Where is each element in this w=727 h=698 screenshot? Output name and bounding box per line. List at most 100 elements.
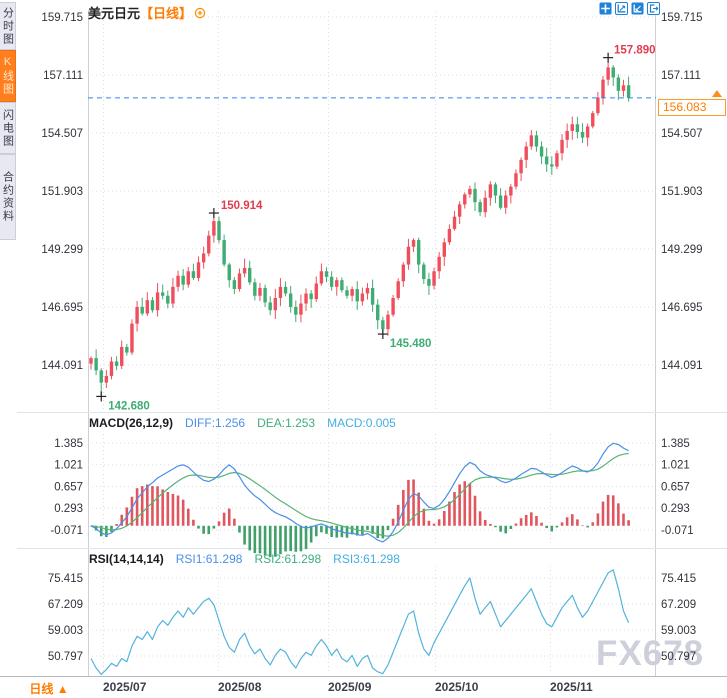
macd-hist-bar — [212, 525, 216, 529]
macd-hist-bar — [110, 525, 113, 532]
axis-label: 157.111 — [661, 70, 701, 82]
macd-hist-bar — [396, 504, 400, 526]
period-selector-button[interactable]: 日线 ▲ — [15, 680, 83, 697]
macd-hist-bar — [586, 525, 589, 528]
macd-hist-bar — [140, 486, 144, 526]
macd-hist-bar — [304, 525, 308, 550]
macd-hist-bar — [120, 514, 124, 526]
axis-label: 59.003 — [661, 625, 696, 637]
candle-body — [565, 130, 569, 140]
macd-hist-bar — [233, 518, 236, 526]
macd-hist-bar — [325, 525, 328, 534]
candle-body — [411, 240, 416, 247]
axis-label: 50.797 — [661, 651, 696, 663]
macd-hist-bar — [279, 525, 282, 555]
rsi2-value: RSI2:61.298 — [254, 552, 322, 566]
candle-body — [473, 188, 477, 203]
macd-hist-bar — [263, 525, 267, 556]
candle-body — [125, 346, 129, 353]
candle-body — [294, 306, 298, 315]
macd-hist-bar — [499, 525, 502, 532]
candle-body — [345, 290, 349, 296]
candle-body — [463, 194, 467, 205]
candle-body — [140, 306, 144, 314]
candle-body — [601, 79, 605, 98]
candle-body — [171, 286, 175, 304]
candle-body — [580, 132, 585, 138]
candle-body — [288, 293, 293, 307]
macd-hist-bar — [371, 525, 374, 534]
macd-hist-bar — [555, 525, 559, 528]
candle-body — [314, 283, 318, 300]
candle-body — [212, 221, 216, 236]
candle-body — [606, 67, 610, 80]
period-label: 日线 — [29, 682, 54, 696]
macd-hist-bar — [207, 525, 211, 535]
candle-body — [273, 297, 278, 311]
x-axis-label: 2025/11 — [550, 680, 593, 694]
candle-body — [109, 361, 114, 376]
candle-body — [560, 139, 564, 154]
rsi1-value: RSI1:61.298 — [175, 552, 243, 566]
axis-label: 159.715 — [41, 12, 83, 24]
candle-body — [130, 323, 134, 353]
zoom-out-icon[interactable] — [631, 2, 644, 15]
macd-hist-bar — [494, 525, 497, 528]
macd-hist-bar — [381, 525, 385, 539]
add-indicator-icon[interactable] — [194, 7, 206, 22]
candle-body — [196, 262, 201, 278]
macd-hist-bar — [591, 522, 595, 526]
macd-hist-bar — [192, 519, 195, 526]
macd-hist-bar — [350, 525, 354, 535]
exit-icon[interactable] — [647, 2, 660, 15]
candle-body — [386, 314, 390, 330]
candle-body — [524, 146, 528, 160]
macd-hist-bar — [448, 501, 451, 526]
candle-body — [468, 188, 472, 195]
sidebar-tab-kline[interactable]: K线图 — [0, 50, 16, 102]
macd-hist-bar — [151, 486, 154, 526]
axis-label: 0.293 — [661, 503, 690, 515]
macd-hist-bar — [540, 522, 543, 526]
candle-body — [324, 271, 329, 277]
macd-hist-bar — [355, 525, 359, 536]
macd-hist-bar — [258, 525, 262, 554]
rsi-params: RSI(14,14,14) — [89, 552, 164, 566]
candle-body — [621, 85, 626, 91]
macd-hist-bar — [550, 525, 554, 532]
macd-hist-bar — [99, 525, 103, 537]
macd-hist-bar — [530, 512, 533, 526]
macd-dea-line — [90, 452, 629, 537]
macd-hist-bar — [391, 518, 395, 526]
macd-hist-bar — [376, 525, 380, 538]
macd-hist-bar — [268, 525, 272, 558]
candle-body — [94, 358, 98, 371]
axis-label: 154.507 — [661, 128, 703, 140]
candle-body — [376, 304, 380, 321]
candle-body — [114, 361, 119, 366]
macd-hist-bar — [238, 525, 241, 533]
sidebar-tab-contract-info[interactable]: 合约资料 — [0, 154, 16, 240]
macd-hist-bar — [627, 520, 630, 526]
sidebar-tab-timeshare[interactable]: 分时图 — [0, 2, 16, 50]
chart-header: 美元日元【日线】 — [88, 3, 206, 22]
price-annotation: 142.680 — [108, 400, 150, 412]
macd-hist-bar — [565, 517, 569, 526]
axis-label: 0.657 — [54, 481, 83, 493]
zoom-in-icon[interactable] — [615, 2, 628, 15]
axis-label: 146.695 — [661, 302, 703, 314]
sidebar-tab-lightning[interactable]: 闪电图 — [0, 102, 16, 154]
crosshair-icon[interactable] — [599, 2, 612, 15]
candle-body — [427, 279, 431, 286]
macd-hist-bar — [361, 525, 364, 535]
macd-hist-bar — [202, 525, 205, 534]
candle-body — [160, 292, 165, 296]
macd-hist-bar — [166, 491, 170, 526]
macd-hist-bar — [171, 493, 175, 526]
candle-body — [585, 126, 590, 138]
candle-body — [498, 195, 503, 208]
candle-body — [483, 197, 487, 213]
candle-body — [232, 280, 237, 290]
macd-hist-bar — [186, 508, 190, 526]
